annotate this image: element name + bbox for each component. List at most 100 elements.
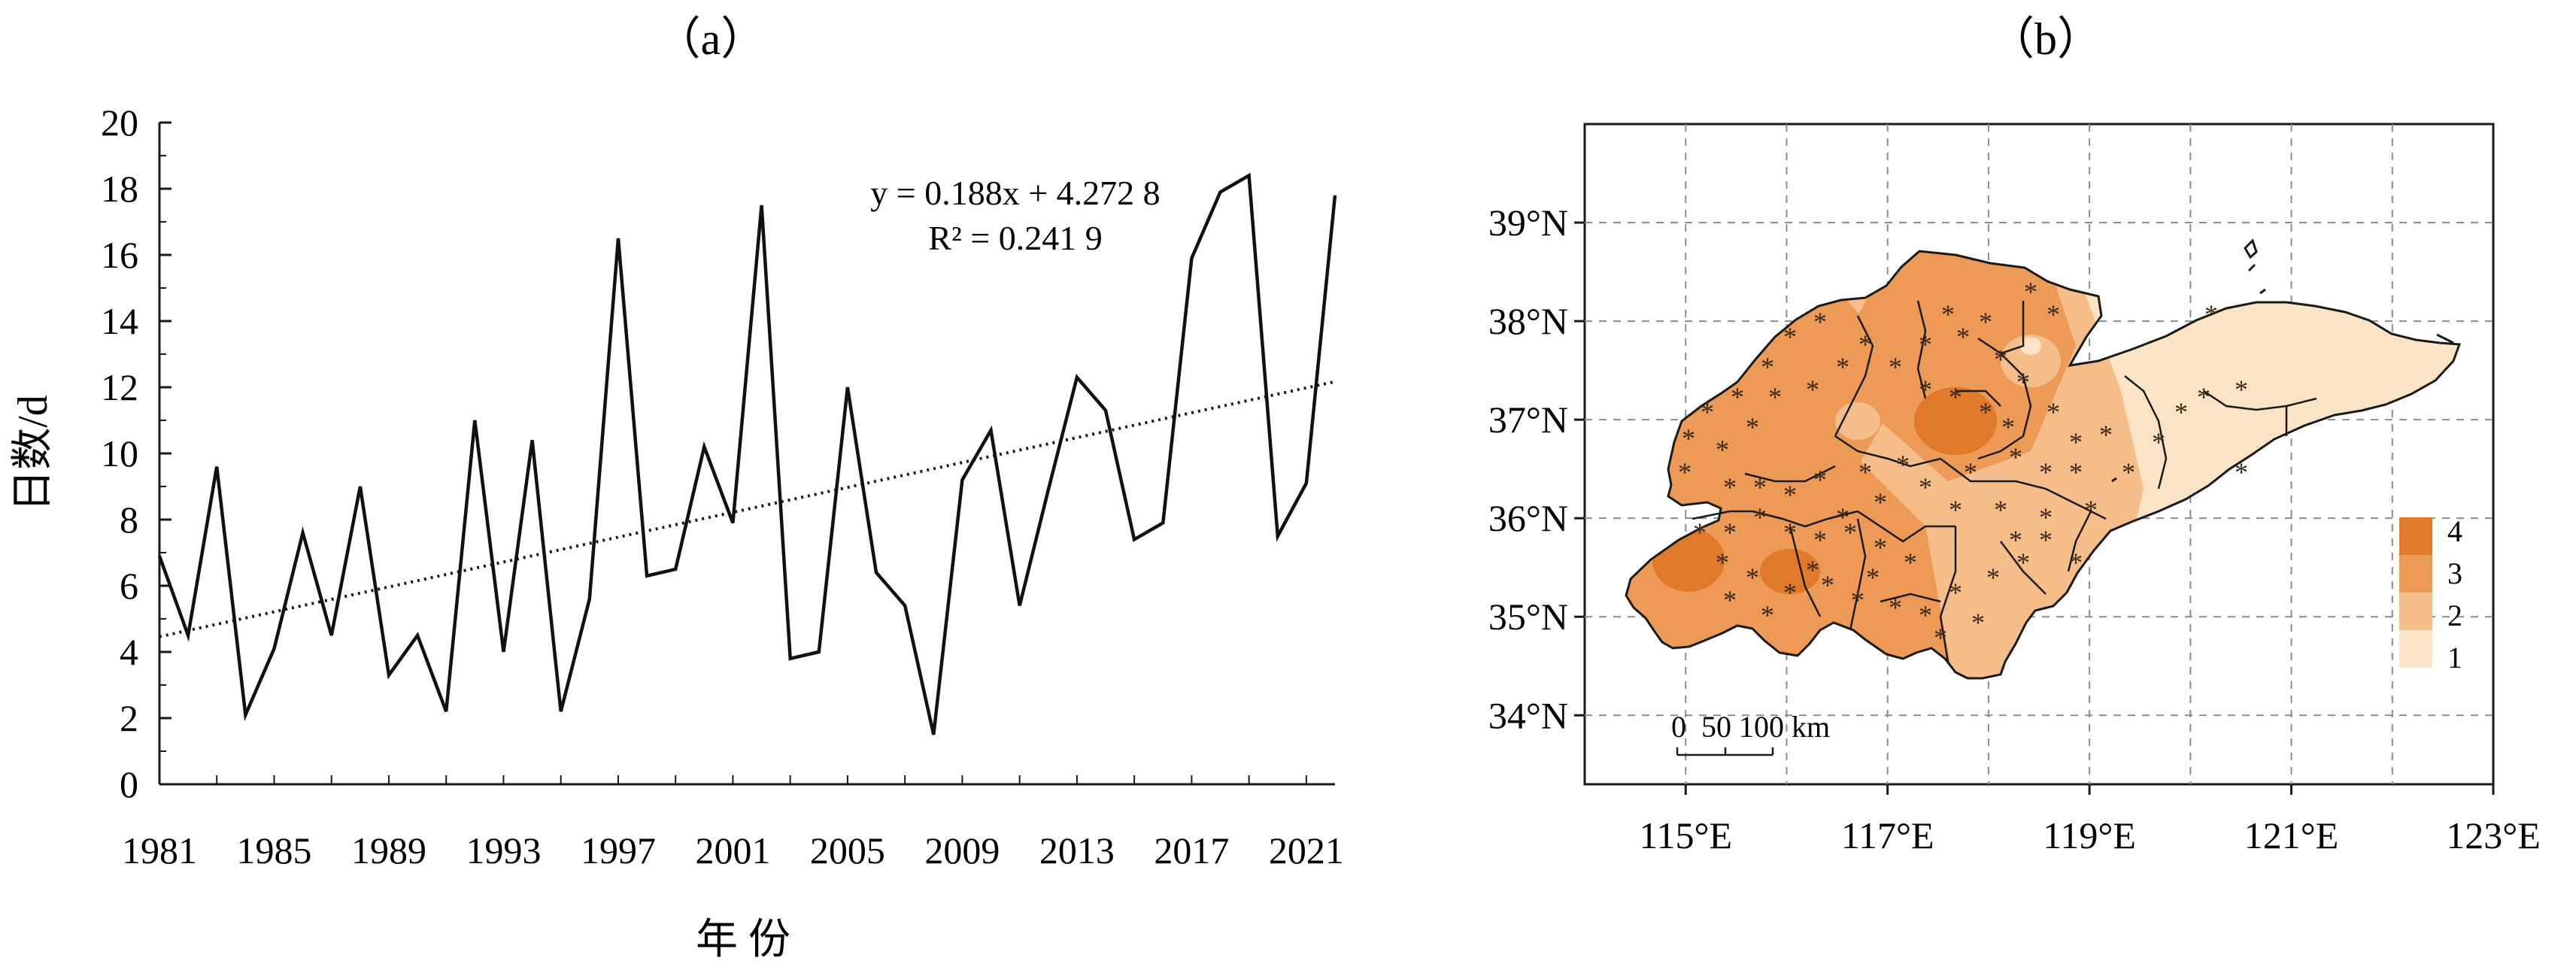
- significance-marker: *: [1723, 472, 1737, 502]
- legend-swatch: [2399, 630, 2432, 668]
- significance-marker: *: [1761, 600, 1774, 630]
- time-series-chart: 0 2 4 6 8 10 12 14 16 18 20 1981 1985 1989 1993 1997 20…: [10, 102, 1344, 963]
- significance-marker: *: [1851, 585, 1864, 615]
- x-tick-label: 2017: [1154, 829, 1229, 871]
- significance-marker: *: [2069, 427, 2083, 457]
- significance-marker: *: [1806, 374, 1819, 405]
- significance-marker: *: [2016, 367, 2030, 397]
- x-axis-label: 年 份: [696, 917, 790, 963]
- significance-marker: *: [2069, 457, 2083, 487]
- lon-tick-label: 119°E: [2043, 814, 2136, 856]
- x-tick-label: 1981: [122, 829, 197, 871]
- significance-marker: *: [2047, 299, 2060, 329]
- x-tick-label: 2009: [924, 829, 1000, 871]
- significance-marker: *: [2235, 374, 2248, 405]
- lat-tick-label: 34°N: [1488, 694, 1568, 736]
- significance-marker: *: [1889, 593, 1902, 623]
- y-tick-label: 16: [101, 234, 138, 276]
- latitude-ticks: 39°N 38°N 37°N 36°N 35°N 34°N: [1488, 202, 1585, 736]
- lat-tick-label: 38°N: [1488, 300, 1568, 342]
- significance-marker: *: [2009, 525, 2022, 555]
- significance-marker: *: [1821, 570, 1834, 600]
- lat-tick-label: 39°N: [1488, 202, 1568, 244]
- significance-marker: *: [1986, 562, 2000, 593]
- significance-marker: *: [2009, 442, 2022, 472]
- x-tick-label: 1989: [351, 829, 426, 871]
- significance-marker: *: [1701, 397, 1714, 427]
- significance-marker: *: [2152, 427, 2165, 457]
- significance-marker: *: [1994, 495, 2007, 525]
- significance-marker: *: [2204, 299, 2218, 329]
- significance-marker: *: [1889, 352, 1902, 382]
- significance-marker: *: [2084, 495, 2098, 525]
- significance-marker: *: [1934, 623, 1947, 653]
- panel-b-label: （b）: [1989, 14, 2102, 64]
- lat-tick-label: 35°N: [1488, 596, 1568, 638]
- significance-marker: *: [1723, 517, 1737, 547]
- significance-marker: *: [1979, 307, 1992, 337]
- significance-marker: *: [2069, 547, 2083, 577]
- x-tick-label: 2013: [1039, 829, 1115, 871]
- significance-marker: *: [1956, 322, 1970, 352]
- significance-markers: *** *** **** ** ** *** ***** * * ***** ** **** ** * * *…: [1678, 277, 2248, 653]
- significance-marker: *: [1919, 600, 1932, 630]
- significance-marker: *: [1716, 547, 1729, 577]
- significance-marker: *: [1731, 382, 1744, 412]
- x-tick-label: 1993: [466, 829, 541, 871]
- map-frame: [1583, 123, 2495, 786]
- lat-tick-label: 36°N: [1488, 497, 1568, 539]
- scale-bar: 0 50 100 km: [1671, 710, 1830, 756]
- lat-tick-label: 37°N: [1488, 399, 1568, 441]
- significance-marker: *: [1971, 608, 1985, 638]
- y-tick-label: 20: [101, 102, 138, 144]
- trend-equation: y = 0.188x + 4.272 8: [870, 174, 1160, 212]
- significance-marker: *: [1941, 299, 1955, 329]
- y-tick-label: 0: [120, 763, 138, 805]
- significance-marker: *: [1843, 517, 1857, 547]
- significance-marker: *: [2039, 457, 2053, 487]
- significance-marker: *: [1866, 562, 1880, 593]
- significance-marker: *: [1858, 457, 1872, 487]
- legend-swatch: [2399, 517, 2432, 555]
- significance-marker: *: [1768, 382, 1782, 412]
- legend-label: 1: [2447, 641, 2462, 674]
- lon-tick-label: 121°E: [2244, 814, 2339, 856]
- y-tick-label: 18: [101, 168, 138, 210]
- significance-marker: *: [2024, 277, 2037, 307]
- significance-marker: *: [1949, 382, 1962, 412]
- y-tick-label: 2: [120, 697, 138, 739]
- significance-marker: *: [1919, 329, 1932, 359]
- y-tick-label: 8: [120, 499, 138, 541]
- x-tick-label: 2005: [810, 829, 885, 871]
- significance-marker: *: [1783, 517, 1797, 547]
- significance-marker: *: [1813, 465, 1827, 495]
- significance-marker: *: [1836, 352, 1849, 382]
- significance-marker: *: [1919, 374, 1932, 405]
- significance-marker: *: [1682, 423, 1695, 453]
- legend-label: 4: [2447, 514, 2462, 548]
- significance-marker: *: [1746, 562, 1759, 593]
- significance-marker: *: [2122, 457, 2135, 487]
- significance-marker: *: [1874, 532, 1887, 562]
- significance-marker: *: [2174, 397, 2188, 427]
- coastal-islands: [2111, 238, 2454, 483]
- significance-marker: *: [2001, 412, 2015, 442]
- x-tick-label: 1985: [236, 829, 311, 871]
- significance-marker: *: [1761, 352, 1774, 382]
- trend-r-squared: R² = 0.241 9: [928, 219, 1102, 257]
- series-polyline: [157, 172, 1337, 735]
- longitude-ticks: 115°E 117°E 119°E 121°E 123°E: [1639, 784, 2541, 856]
- significance-marker: *: [2235, 457, 2248, 487]
- significance-marker: *: [2039, 525, 2053, 555]
- scale-bar-label: 0 50 100 km: [1671, 710, 1830, 744]
- significance-marker: *: [1783, 480, 1797, 510]
- y-axis-label: 日数/d: [10, 395, 56, 512]
- x-tick-label: 2021: [1269, 829, 1344, 871]
- significance-marker: *: [1813, 525, 1827, 555]
- significance-marker: *: [1716, 435, 1729, 465]
- significance-marker: *: [1858, 329, 1872, 359]
- y-tick-label: 10: [101, 432, 138, 474]
- significance-marker: *: [1678, 457, 1692, 487]
- significance-marker: *: [1723, 585, 1737, 615]
